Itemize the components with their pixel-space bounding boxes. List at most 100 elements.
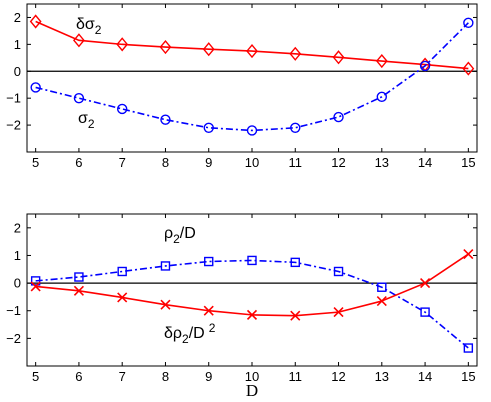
top-x-tick-label-12: 12 [331,155,345,170]
top-series-0-line [35,20,469,70]
top-y-tick-label-2: 2 [14,10,21,25]
top-x-tick-label-10: 10 [245,155,259,170]
bottom-series-group [30,249,474,353]
bottom-series-1-point-9 [203,305,214,316]
top-x-tick-label-11: 11 [289,155,303,170]
top-y-tick-label-1: 1 [14,37,21,52]
bottom-x-tick-label-15: 15 [461,369,475,384]
top-annotation-delta-sigma2-base: δσ [76,16,95,33]
bottom-annotation-delta-rho2-base: δρ [164,325,182,342]
bottom-y-tick-label-0: 0 [14,276,21,291]
bottom-x-tick-label-13: 13 [375,369,389,384]
bottom-annotation-delta-rho2-suffix: /D [189,325,205,342]
bottom-y-tick-label--1: −1 [6,303,21,318]
bottom-annotation-rho2-sub: 2 [173,232,180,246]
bottom-series-1-point-7 [117,292,128,303]
top-series-group [29,14,475,136]
bottom-annotation-delta-rho2-sup: 2 [209,321,216,335]
bottom-x-tick-label-8: 8 [162,369,169,384]
bottom-series-0-line [35,259,469,349]
top-series-0-point-10 [246,43,258,59]
bottom-y-tick-label-2: 2 [14,220,21,235]
bottom-x-tick-label-14: 14 [418,369,432,384]
top-series-0-point-7 [116,37,129,52]
top-x-tick-label-15: 15 [461,155,475,170]
top-x-tick-label-14: 14 [418,155,432,170]
bottom-series-1-line [35,253,469,317]
bottom-x-tick-label-11: 11 [289,369,303,384]
x-axis-title: D [246,381,258,400]
top-annotation-sigma2: σ2 [78,110,95,131]
bottom-series-1-point-12 [333,307,344,318]
top-series-0-point-15 [462,61,475,76]
bottom-y-tick-label--2: −2 [6,331,21,346]
top-annotation-sigma2-sub: 2 [88,117,95,131]
bottom-x-tick-label-6: 6 [75,369,82,384]
top-series-0-point-5 [29,14,42,29]
bottom-series-1-point-13 [376,295,387,307]
bottom-annotation-rho2-suffix: /D [180,225,196,242]
bottom-series-1-point-14 [420,278,431,289]
top-series-1-point-12 [333,111,344,123]
top-annotation-delta-sigma2: δσ2 [76,16,102,37]
top-series-0-point-8 [159,39,172,55]
top-annotation-delta-sigma2-sub: 2 [95,23,102,37]
bottom-x-tick-label-7: 7 [119,369,126,384]
top-series-1-point-11 [290,122,301,133]
top-series-1-point-15 [463,17,474,29]
top-series-1-point-5 [30,82,41,93]
bottom-annotation-rho2-over-d: ρ2/D [164,225,196,246]
bottom-x-tick-label-10: 10 [245,369,259,384]
bottom-series-0-point-6 [74,272,84,282]
bottom-series-0-point-7 [117,266,127,277]
top-annotation-sigma2-base: σ [78,110,88,127]
bottom-annotation-rho2-base: ρ [164,225,173,242]
bottom-series-0-point-15 [463,343,474,353]
top-x-tick-label-8: 8 [162,155,169,170]
top-series-0-point-12 [332,50,345,65]
top-series-1-point-9 [203,122,214,133]
top-y-tick-label--1: −1 [6,91,21,106]
top-series-1-point-13 [376,91,388,103]
top-x-tick-label-6: 6 [75,155,82,170]
top-y-tick-label--2: −2 [6,118,21,133]
bottom-series-0-point-10 [247,255,257,266]
bottom-y-tick-label-1: 1 [14,248,21,263]
top-series-1-point-7 [116,103,128,115]
top-series-1-point-14 [419,60,431,72]
bottom-series-0-point-13 [377,282,387,292]
bottom-series-0-point-14 [420,307,430,317]
top-x-tick-label-13: 13 [375,155,389,170]
top-series-0-point-6 [73,33,85,48]
top-series-1-point-10 [246,125,258,136]
bottom-series-0-point-8 [160,261,171,271]
bottom-x-tick-label-9: 9 [205,369,212,384]
top-series-1-point-6 [73,92,85,104]
bottom-series-0-point-11 [290,257,300,268]
top-series-0-point-11 [289,46,302,61]
bottom-x-tick-label-5: 5 [32,369,39,384]
bottom-x-tick-label-12: 12 [331,369,345,384]
bottom-series-1-point-15 [463,249,474,260]
top-x-tick-label-7: 7 [119,155,126,170]
top-y-tick-label-0: 0 [14,64,21,79]
top-series-0-point-13 [375,53,388,69]
bottom-series-0-point-9 [204,256,214,267]
top-x-tick-label-5: 5 [32,155,39,170]
top-series-1-point-8 [160,114,171,125]
bottom-series-1-point-6 [73,285,84,296]
top-series-0-point-9 [202,42,215,57]
bottom-series-0-point-5 [30,276,41,286]
bottom-series-1-point-8 [160,299,171,310]
bottom-series-1-point-10 [246,309,258,320]
bottom-series-1-point-5 [30,281,41,292]
top-series-1-line [35,22,469,132]
bottom-series-0-point-12 [333,266,344,277]
top-x-tick-label-9: 9 [205,155,212,170]
bottom-annotation-delta-rho2-over-d2: δρ2/D 2 [164,321,216,346]
